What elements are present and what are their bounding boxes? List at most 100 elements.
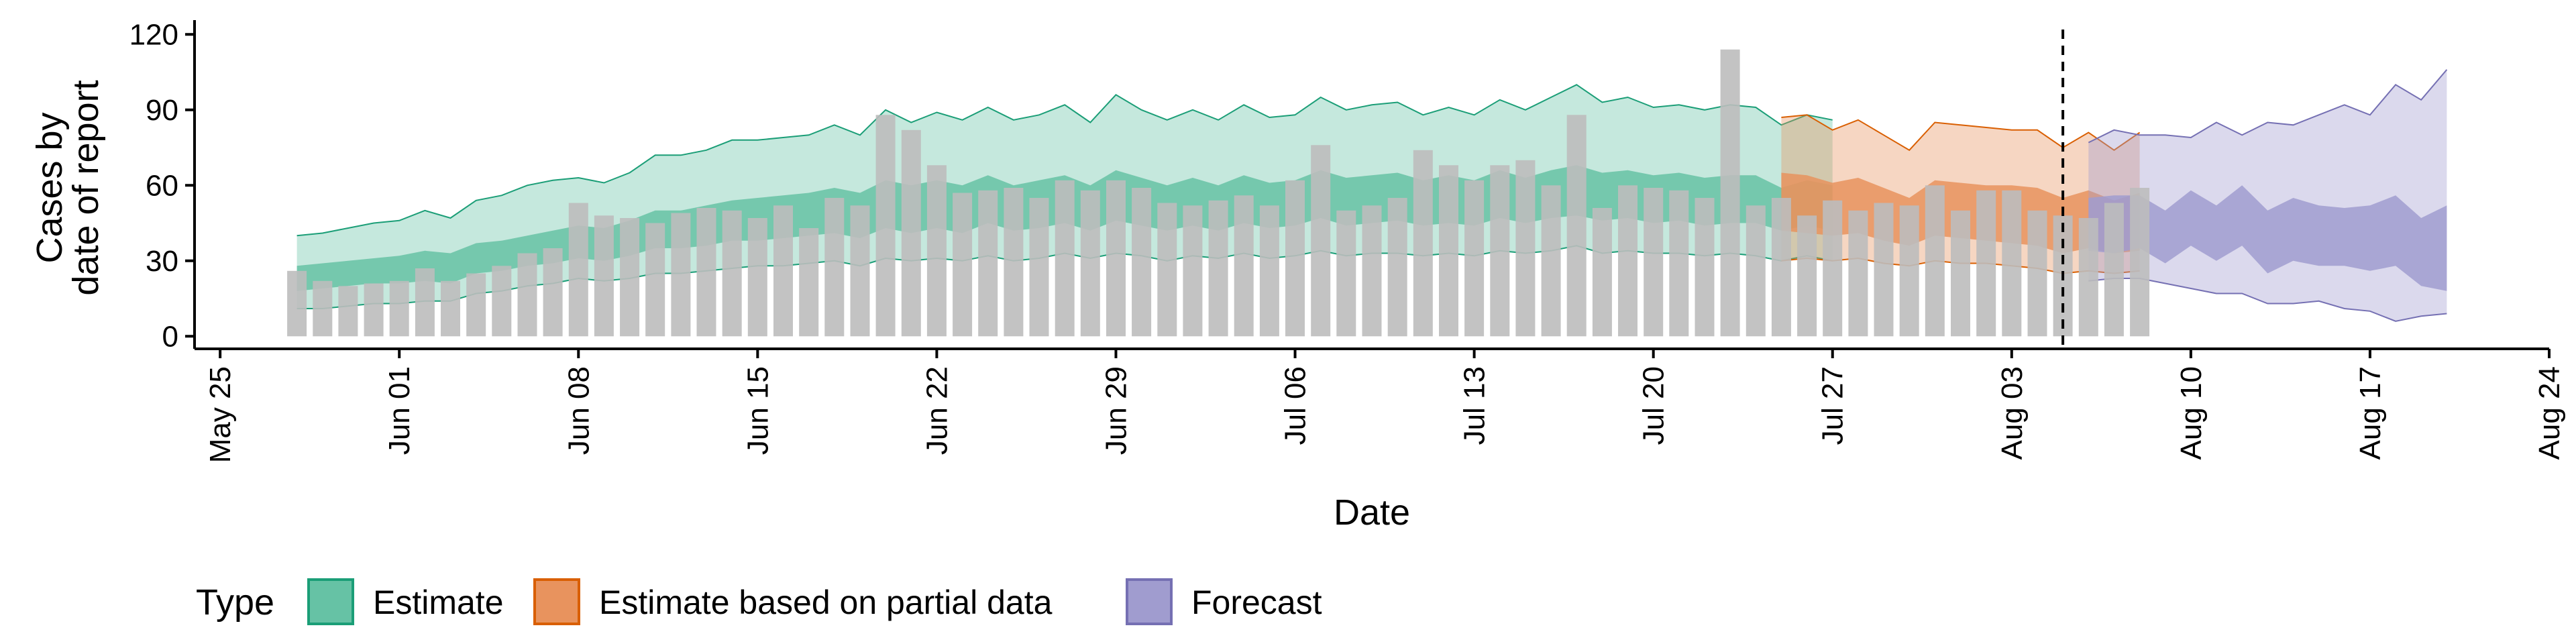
reported-cases-bar (1951, 210, 1970, 337)
reported-cases-bar (1208, 200, 1228, 337)
reported-cases-bar (1618, 185, 1638, 337)
reported-cases-bar (722, 210, 742, 337)
reported-cases-bar (594, 215, 614, 337)
estimate-based-on-partial-data-upper-line (1781, 114, 2141, 152)
reported-cases-bar (1336, 210, 1356, 337)
reported-cases-bar (953, 193, 973, 337)
y-ticks: 0 30 60 90 120 (129, 18, 195, 353)
legend-swatch (307, 578, 354, 625)
reported-cases-bar (901, 129, 921, 337)
x-tick-label: Jul 06 (1279, 366, 1312, 445)
x-tick-label: Jul 13 (1458, 366, 1491, 445)
legend-label: Estimate based on partial data (599, 584, 1053, 621)
reported-cases-bar (1720, 49, 1740, 337)
reported-cases-bar (1464, 180, 1485, 337)
reported-cases-bar (773, 205, 793, 337)
legend-item: Forecast (1126, 578, 1322, 625)
reported-cases-bar (1413, 150, 1433, 337)
reported-cases-bar (2130, 188, 2150, 337)
reported-cases-bar (850, 205, 870, 337)
y-tick-label: 90 (146, 94, 178, 127)
reported-cases-bar (492, 266, 512, 337)
reported-cases-bar (1439, 165, 1458, 337)
reported-cases-bar (1797, 215, 1817, 337)
reported-cases-bar (1746, 205, 1766, 337)
legend-items: Estimate Estimate based on partial data Fo… (307, 578, 1322, 625)
y-tick-label: 120 (129, 18, 178, 51)
reported-cases-bar (287, 270, 307, 337)
reported-cases-bar (1899, 205, 1919, 337)
x-tick-label: Jun 22 (920, 366, 953, 455)
reported-cases-bar (364, 283, 384, 337)
forecast-inner-band (2088, 185, 2447, 291)
reported-cases-bar (620, 218, 640, 337)
axes: 0 30 60 90 120 May 25 Jun 01 Jun 08 Jun 15 Jun 2… (129, 18, 2566, 463)
reported-cases-bar (1080, 190, 1100, 337)
reported-cases-bar (1311, 145, 1331, 337)
reported-cases-bar (875, 115, 896, 337)
reported-cases-bar (1874, 203, 1894, 337)
reported-cases-bar (1029, 198, 1049, 337)
series-forecast (2088, 69, 2448, 322)
reported-cases-bar (389, 280, 409, 337)
y-tick-label: 60 (146, 169, 178, 202)
x-tick-label: Aug 10 (2175, 366, 2208, 460)
reported-cases-bar (978, 190, 998, 337)
x-tick-label: Jun 29 (1100, 366, 1133, 455)
reported-cases-bar (1183, 205, 1203, 337)
reported-cases-bar (671, 213, 691, 337)
reported-cases-bar (1823, 200, 1843, 337)
reported-cases-bar (1541, 185, 1561, 337)
reported-cases-bar (1490, 165, 1510, 337)
reported-cases-bar (338, 286, 358, 337)
legend-label: Forecast (1191, 584, 1322, 621)
x-tick-label: May 25 (204, 366, 237, 463)
legend-swatch (533, 578, 580, 625)
reported-cases-bar (747, 218, 767, 337)
reported-cases-bar (1771, 198, 1791, 337)
legend-label: Estimate (373, 584, 504, 621)
y-tick-label: 0 (162, 320, 178, 353)
bar-layer (287, 49, 2150, 337)
legend-item: Estimate based on partial data (533, 578, 1053, 625)
reported-cases-bar (1976, 190, 1996, 337)
reported-cases-bar (1515, 160, 1536, 337)
reported-cases-bar (313, 280, 333, 337)
forecast-upper-line (2088, 69, 2448, 144)
reported-cases-bar (1592, 208, 1612, 337)
reported-cases-bar (824, 198, 845, 337)
x-tick-label: Jul 20 (1638, 366, 1670, 445)
reported-cases-bar (1925, 185, 1945, 337)
reported-cases-bar (1387, 198, 1407, 337)
reported-cases-bar (1695, 198, 1715, 337)
reported-cases-bar (645, 223, 665, 337)
reported-cases-bar (1566, 115, 1587, 337)
legend: Type Estimate Estimate based on partial d… (196, 578, 1322, 625)
reported-cases-bar (799, 228, 819, 337)
estimate-upper-line (297, 84, 1833, 237)
reported-cases-bar (1259, 205, 1279, 337)
y-tick-label: 30 (146, 245, 178, 278)
reported-cases-bar (2027, 210, 2047, 337)
y-axis-title-line: Cases by (30, 112, 70, 263)
x-ticks: May 25 Jun 01 Jun 08 Jun 15 Jun 22 Jun 29 Jul … (204, 349, 2566, 463)
legend-title: Type (196, 582, 274, 623)
reported-cases-bar (1644, 188, 1664, 337)
reported-cases-bar (1157, 203, 1177, 337)
x-tick-label: Jun 01 (383, 366, 416, 455)
y-axis-title-line: date of report (66, 80, 106, 295)
reported-cases-bar (517, 253, 537, 337)
reported-cases-bar (2104, 203, 2124, 337)
x-tick-label: Jul 27 (1817, 366, 1849, 445)
reported-cases-bar (2078, 218, 2098, 337)
legend-swatch (1126, 578, 1173, 625)
reported-cases-bar (1362, 205, 1382, 337)
reported-cases-bar (1132, 188, 1152, 337)
reported-cases-bar (1234, 195, 1254, 337)
reported-cases-bar (568, 203, 588, 337)
x-axis-title: Date (1334, 492, 1410, 533)
x-tick-label: Aug 24 (2533, 366, 2566, 460)
reported-cases-bar (1055, 180, 1075, 337)
reported-cases-bar (466, 273, 486, 337)
x-tick-label: Aug 17 (2354, 366, 2387, 460)
